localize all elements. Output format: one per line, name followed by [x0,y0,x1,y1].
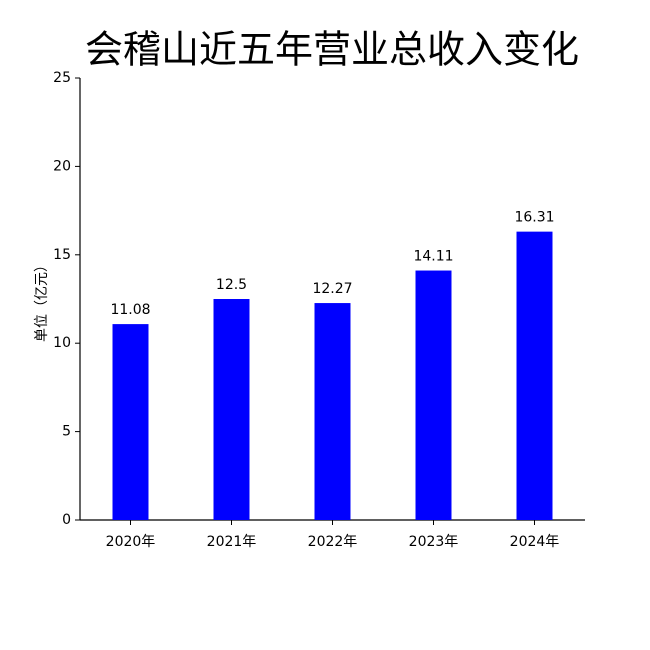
data-label: 14.11 [413,249,453,265]
data-label: 12.27 [312,281,352,297]
y-tick-label: 20 [53,158,71,174]
x-tick-label: 2020年 [106,534,156,550]
y-axis-label: 单位（亿元） [34,258,50,342]
y-tick-label: 10 [53,335,71,351]
x-tick-label: 2023年 [409,534,459,550]
y-tick-label: 15 [53,247,71,263]
y-tick-label: 5 [62,424,71,440]
y-tick-label: 0 [62,512,71,528]
chart-title: 会稽山近五年营业总收入变化 [85,28,579,72]
bar [516,231,553,520]
bar [314,303,351,520]
data-label: 11.08 [110,302,150,318]
x-tick-label: 2024年 [510,534,560,550]
x-tick-label: 2021年 [207,534,257,550]
x-tick-label: 2022年 [308,534,358,550]
data-label: 16.31 [514,210,554,226]
data-label: 12.5 [216,277,247,293]
y-tick-label: 25 [53,70,71,86]
bar [112,324,149,520]
bar [213,299,250,520]
bar [415,270,452,520]
